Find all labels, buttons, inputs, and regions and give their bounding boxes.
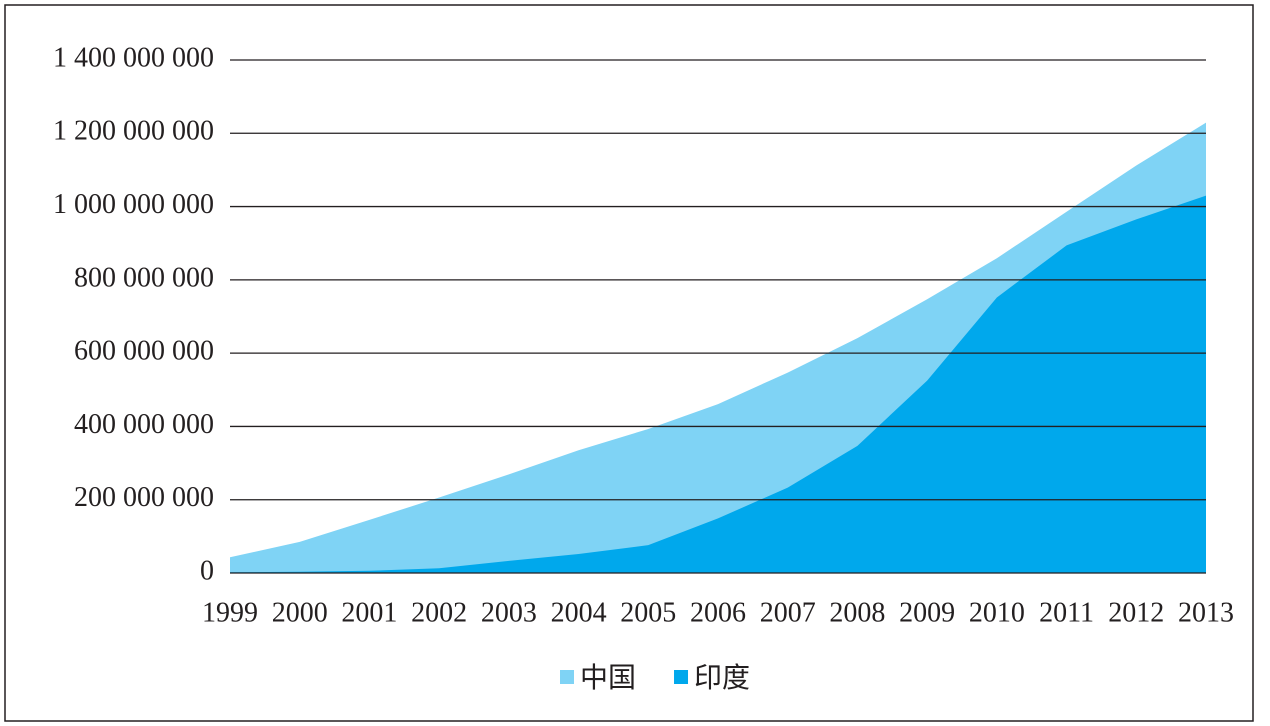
- x-tick-label: 2013: [1178, 597, 1234, 628]
- y-tick-label: 1 000 000 000: [53, 189, 214, 220]
- x-tick-label: 2012: [1108, 597, 1164, 628]
- x-tick-label: 2000: [272, 597, 328, 628]
- x-tick-label: 2001: [341, 597, 397, 628]
- x-tick-label: 2009: [899, 597, 955, 628]
- y-tick-label: 1 200 000 000: [53, 116, 214, 147]
- legend-swatch: [560, 670, 574, 684]
- legend-label: 中国: [580, 661, 636, 694]
- y-tick-label: 0: [200, 555, 214, 586]
- area: [230, 195, 1206, 574]
- x-tick-label: 2003: [481, 597, 537, 628]
- y-tick-label: 600 000 000: [74, 336, 214, 367]
- x-tick-label: 2007: [760, 597, 816, 628]
- legend-label: 印度: [694, 661, 750, 694]
- x-tick-label: 2005: [620, 597, 676, 628]
- y-tick-label: 200 000 000: [74, 482, 214, 513]
- x-tick-label: 1999: [202, 597, 258, 628]
- legend-swatch: [674, 670, 689, 684]
- y-tick-label: 800 000 000: [74, 262, 214, 293]
- x-tick-label: 2006: [690, 597, 746, 628]
- x-tick-label: 2010: [969, 597, 1025, 628]
- y-tick-label: 1 400 000 000: [53, 42, 214, 73]
- x-tick-label: 2004: [551, 597, 607, 628]
- x-tick-label: 2002: [411, 597, 467, 628]
- y-tick-label: 400 000 000: [74, 409, 214, 440]
- x-tick-label: 2011: [1039, 597, 1094, 628]
- x-tick-label: 2008: [829, 597, 885, 628]
